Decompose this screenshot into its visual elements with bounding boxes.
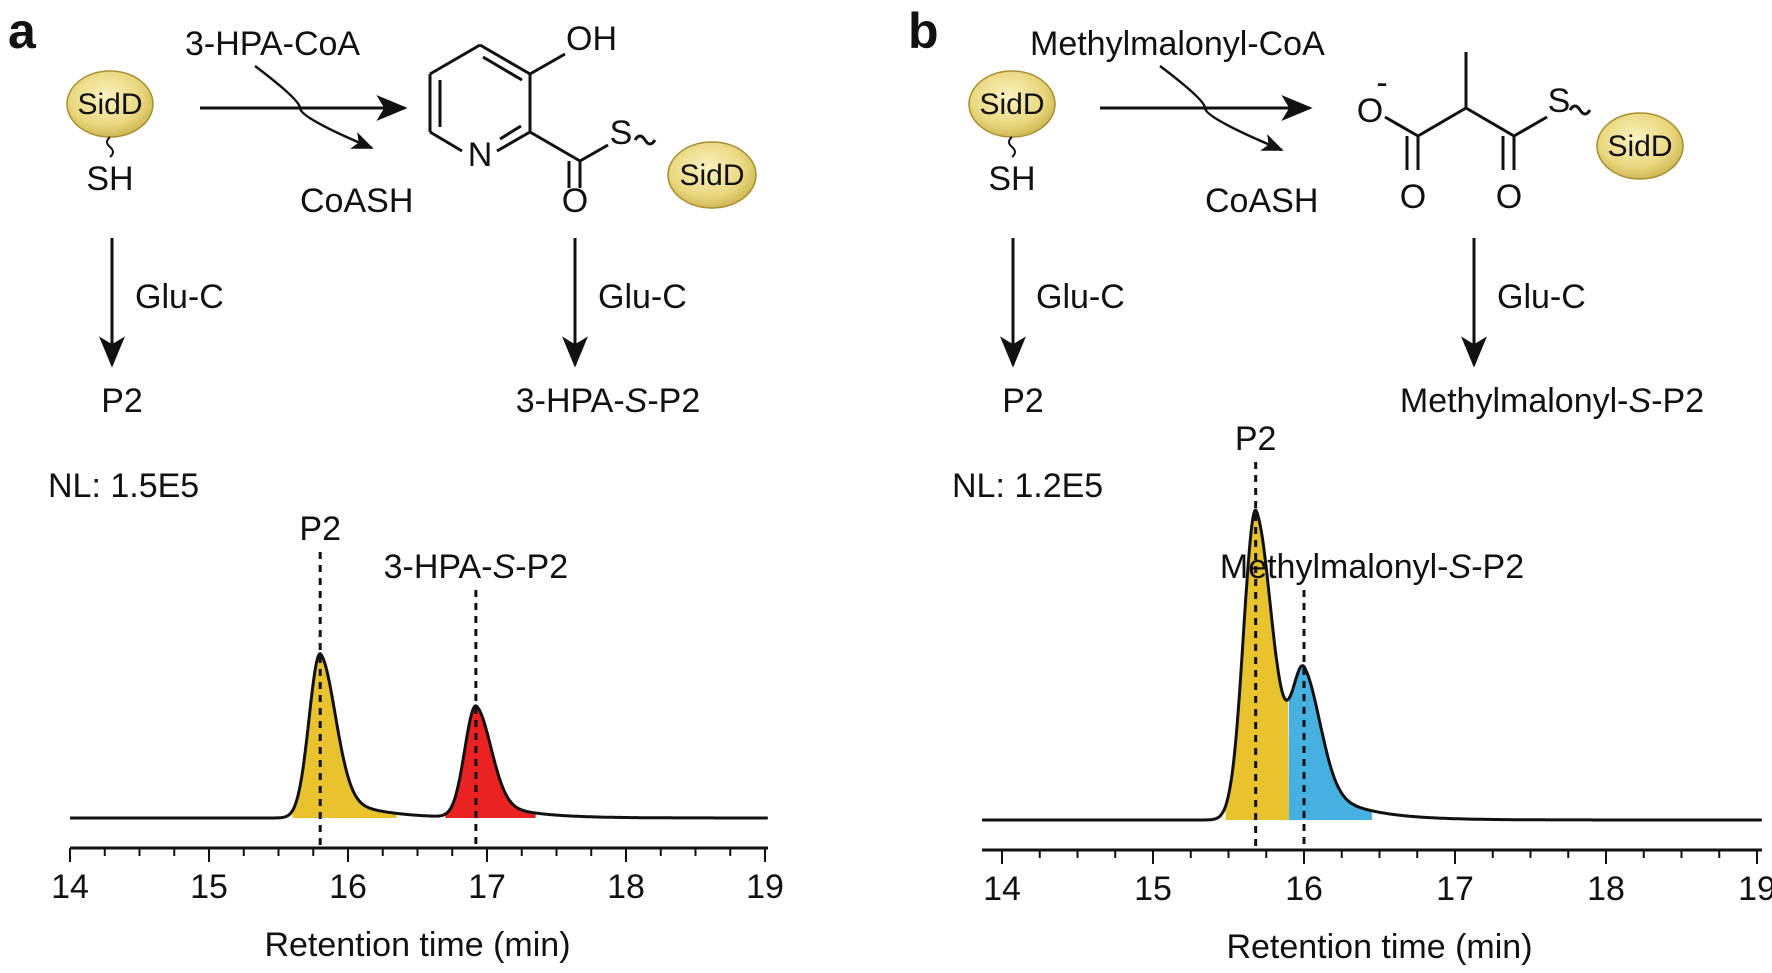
chromatogram-trace [69, 652, 769, 820]
substrate-label: Methylmalonyl-CoA [1030, 25, 1325, 63]
ring-nitrogen-label: N [468, 136, 493, 174]
digest-label-left: Glu-C [135, 278, 224, 316]
thioester-sulfur-label: S [1548, 82, 1571, 120]
x-tick-label: 19 [1738, 870, 1772, 908]
product-left-label: P2 [101, 382, 143, 420]
x-tick-label: 16 [1285, 870, 1323, 908]
peak-label: 3-HPA-S-P2 [384, 548, 569, 586]
product-right-label: Methylmalonyl-S-P2 [1400, 382, 1704, 420]
peak-label: P2 [1235, 420, 1277, 458]
x-tick-label: 17 [468, 868, 506, 906]
x-tick-label: 18 [607, 868, 645, 906]
normalized-level-label: NL: 1.5E5 [48, 467, 199, 505]
cofactor-curved-arrow [254, 65, 374, 150]
x-tick-label: 19 [746, 868, 784, 906]
product-left-label: P2 [1002, 382, 1044, 420]
x-axis-title: Retention time (min) [264, 926, 570, 964]
peak-fill-p2 [292, 653, 397, 818]
sidd-label: SidD [979, 88, 1044, 121]
x-tick-label: 16 [329, 868, 367, 906]
substrate-label: 3-HPA-CoA [185, 25, 360, 63]
x-tick-label: 14 [51, 868, 89, 906]
peak-fill-p2 [1225, 510, 1289, 820]
panel-letter: b [908, 3, 939, 59]
chromatogram-b: P2 Methylmalonyl-S-P2 14 15 16 17 18 19 Retentio… [981, 420, 1772, 966]
hydroxyl-label: OH [566, 20, 617, 58]
carbonyl-oxygen-label: O [562, 182, 588, 220]
normalized-level-label: NL: 1.2E5 [952, 467, 1103, 505]
chromatogram-trace [981, 508, 1763, 822]
peak-fill-3-hpa-s-p2 [445, 705, 536, 818]
sidd-label: SidD [679, 159, 744, 192]
product-right-label: 3-HPA-S-P2 [516, 382, 701, 420]
carbonyl-oxygen-label: O [1400, 178, 1426, 216]
negative-charge-label: - [1376, 64, 1387, 102]
tether-squiggle [1008, 136, 1016, 158]
digest-label-right: Glu-C [1497, 278, 1586, 316]
hpa-structure [428, 43, 657, 188]
tether-squiggle [106, 136, 114, 158]
cofactor-curved-arrow [1159, 65, 1284, 152]
carboxylate-oxygen-label: O [1357, 92, 1383, 130]
peak-fill-methylmalonyl-s-p2 [1288, 665, 1372, 820]
thiol-label: SH [988, 160, 1035, 198]
x-tick-label: 15 [190, 868, 228, 906]
panel-a: a SidD SH 3-HPA-CoA CoASH O [8, 3, 784, 964]
peak-label: Methylmalonyl-S-P2 [1220, 548, 1524, 586]
panel-b: b SidD SH Methylmalonyl-CoA CoASH O - O … [908, 3, 1772, 966]
panel-letter: a [8, 3, 37, 59]
x-tick-label: 15 [1134, 870, 1172, 908]
peak-label: P2 [299, 510, 341, 548]
sidd-bead [1596, 112, 1684, 180]
x-tick-label: 14 [983, 870, 1021, 908]
byproduct-label: CoASH [300, 182, 413, 220]
sidd-bead [667, 141, 757, 209]
sidd-label: SidD [1607, 130, 1672, 163]
carbonyl-oxygen-label: O [1496, 178, 1522, 216]
digest-label-right: Glu-C [598, 278, 687, 316]
thioester-sulfur-label: S [610, 114, 633, 152]
digest-label-left: Glu-C [1036, 278, 1125, 316]
thiol-label: SH [86, 160, 133, 198]
chromatogram-a: P2 3-HPA-S-P2 14 15 16 17 18 19 Retention time (… [51, 510, 784, 964]
x-tick-label: 17 [1436, 870, 1474, 908]
x-tick-label: 18 [1587, 870, 1625, 908]
methylmalonyl-structure [1384, 52, 1592, 170]
byproduct-label: CoASH [1205, 182, 1318, 220]
sidd-label: SidD [77, 88, 142, 121]
x-axis-title: Retention time (min) [1226, 928, 1532, 966]
